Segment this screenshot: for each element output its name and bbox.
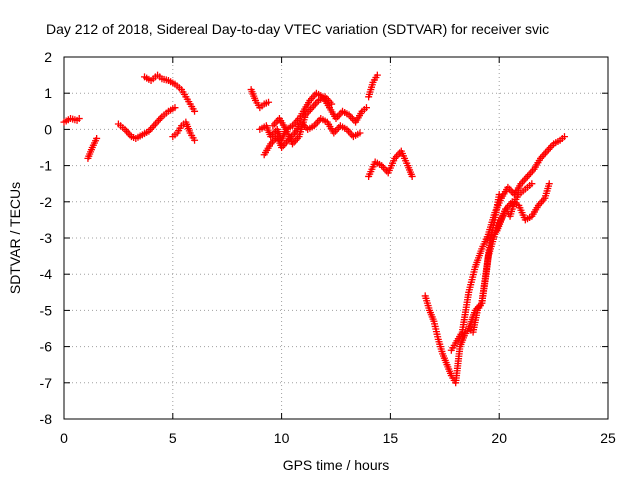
y-tick-label: -1 — [40, 158, 53, 174]
data-point — [528, 180, 536, 188]
x-tick-labels: 0 5 10 15 20 25 — [60, 430, 616, 446]
data-point — [93, 134, 101, 142]
y-tick-label: 2 — [44, 49, 52, 65]
series-s10 — [365, 71, 381, 101]
data-point — [408, 172, 416, 180]
series-s11 — [365, 147, 416, 180]
y-tick-labels: 2 1 0 -1 -2 -3 -4 -5 -6 -7 -8 — [40, 49, 53, 427]
x-axis-label: GPS time / hours — [283, 457, 390, 473]
data-point — [191, 136, 199, 144]
y-tick-label: -2 — [40, 194, 53, 210]
data-point — [545, 180, 553, 188]
data-point — [75, 115, 83, 123]
data-point — [356, 129, 364, 137]
data-point — [560, 133, 568, 141]
axis-ticks — [63, 56, 609, 420]
y-tick-label: -4 — [40, 266, 53, 282]
y-tick-label: -3 — [40, 230, 53, 246]
x-tick-label: 0 — [60, 430, 68, 446]
data-point — [328, 100, 336, 108]
series-s6 — [247, 86, 273, 112]
data-point — [265, 98, 273, 106]
data-point — [171, 104, 179, 112]
chart-title: Day 212 of 2018, Sidereal Day-to-day VTE… — [46, 21, 549, 37]
x-tick-label: 10 — [274, 430, 290, 446]
data-point — [495, 191, 503, 199]
data-point — [373, 71, 381, 79]
y-tick-label: -7 — [40, 375, 53, 391]
data-points — [60, 71, 568, 387]
y-tick-label: -5 — [40, 302, 53, 318]
series-s9 — [269, 93, 336, 148]
series-s5 — [169, 118, 199, 144]
series-s3 — [114, 104, 179, 142]
y-tick-label: 1 — [44, 85, 52, 101]
data-point — [191, 107, 199, 115]
series-s15 — [493, 180, 536, 235]
series-s2 — [84, 134, 101, 162]
series-s4 — [141, 71, 199, 115]
x-tick-label: 5 — [169, 430, 177, 446]
y-tick-label: 0 — [44, 121, 52, 137]
y-tick-label: -6 — [40, 339, 53, 355]
grid-lines — [64, 57, 608, 419]
y-axis-label: SDTVAR / TECUs — [7, 182, 23, 294]
series-s13 — [447, 133, 568, 354]
y-tick-label: -8 — [40, 411, 53, 427]
data-point — [362, 104, 370, 112]
x-tick-label: 20 — [491, 430, 507, 446]
x-tick-label: 25 — [600, 430, 616, 446]
x-tick-label: 15 — [383, 430, 399, 446]
series-s1 — [60, 115, 83, 126]
